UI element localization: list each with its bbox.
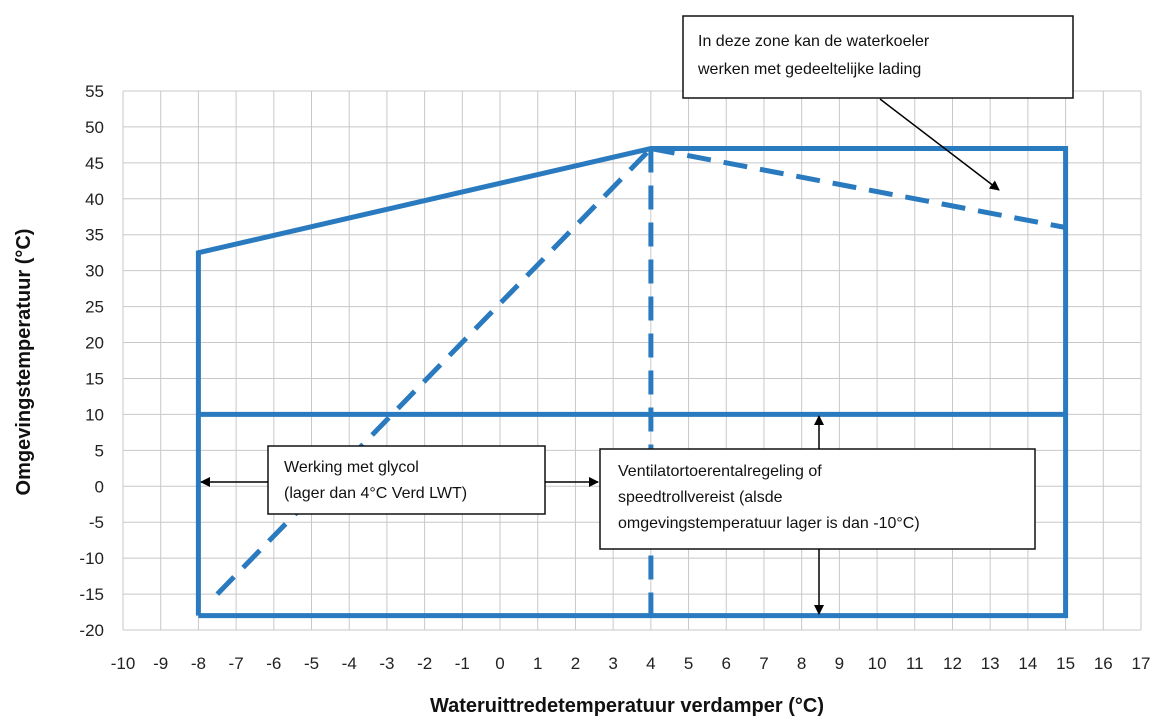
y-tick-label: -10 [79,549,104,568]
annotation-partial-load-line2: werken met gedeeltelijke lading [697,61,921,78]
x-tick-label: 10 [868,654,887,673]
annotation-partial-load-arrow [879,98,1000,191]
x-tick-label: 13 [981,654,1000,673]
x-tick-label: 1 [533,654,542,673]
annotation-fan-control-line1: Ventilatortoerentalregeling of [618,463,822,480]
x-tick-label: 0 [495,654,504,673]
annotation-glycol-line1: Werking met glycol [284,459,419,476]
y-tick-label: 20 [85,334,104,353]
y-tick-label: 0 [95,477,104,496]
x-tick-label: 14 [1018,654,1037,673]
x-tick-label: 12 [943,654,962,673]
y-tick-label: 30 [85,262,104,281]
dashed-line-4 [650,146,1067,230]
x-tick-label: -3 [379,654,394,673]
x-tick-label: 4 [646,654,655,673]
x-tick-label: -2 [417,654,432,673]
y-axis-title: Omgevingstemperatuur (°C) [13,229,35,496]
y-tick-label: 15 [85,369,104,388]
x-tick-label: -6 [266,654,281,673]
annotation-glycol: Werking met glycol (lager dan 4°C Verd L… [200,445,599,515]
x-tick-label: -4 [342,654,357,673]
x-tick-label: 8 [797,654,806,673]
x-tick-label: -1 [455,654,470,673]
x-tick-label: 3 [608,654,617,673]
annotation-fan-control-line3: omgevingstemperatuur lager is dan -10°C) [618,515,920,532]
x-tick-label: 9 [835,654,844,673]
annotation-fan-control-line2: speedtrollvereist (alsde [618,489,783,506]
annotation-glycol-box [267,445,546,515]
x-tick-label: -8 [191,654,206,673]
annotation-fan-control-box [599,448,1036,550]
y-tick-label: 10 [85,405,104,424]
x-tick-label: -7 [229,654,244,673]
annotation-partial-load: In deze zone kan de waterkoeler werken m… [682,15,1074,191]
x-tick-label: -10 [111,654,136,673]
solid-line-0 [195,146,1069,619]
x-tick-label: 6 [722,654,731,673]
annotation-glycol-line2: (lager dan 4°C Verd LWT) [284,485,467,502]
x-tick-label: 11 [906,654,924,673]
y-tick-label: 35 [85,226,104,245]
dashed-line-2 [215,146,653,596]
x-tick-label: 15 [1056,654,1075,673]
x-tick-label: 7 [759,654,768,673]
y-tick-label: -20 [79,621,104,640]
annotation-partial-load-line1: In deze zone kan de waterkoeler [698,33,930,50]
y-tick-label: 40 [85,190,104,209]
annotation-fan-control: Ventilatortoerentalregeling of speedtrol… [599,415,1036,615]
x-tick-label: 2 [571,654,580,673]
y-tick-label: -15 [79,585,104,604]
y-tick-label: -5 [89,513,104,532]
y-tick-label: 55 [85,82,104,101]
x-tick-label: 16 [1094,654,1113,673]
x-axis-title: Wateruittredetemperatuur verdamper (°C) [430,695,824,717]
x-tick-label: -5 [304,654,319,673]
x-tick-label: 5 [684,654,693,673]
annotation-partial-load-box [682,15,1074,99]
x-tick-label: -9 [153,654,168,673]
y-tick-label: 45 [85,154,104,173]
y-tick-label: 5 [95,441,104,460]
x-axis-ticks: -10 -9 -8 -7 -6 -5 -4 -3 -2 -1 0 1 2 3 4 5 6 7 8 9 10 11 12 13 1… [111,654,1151,673]
y-tick-label: 50 [85,118,104,137]
x-tick-label: 17 [1132,654,1151,673]
y-tick-label: 25 [85,298,104,317]
